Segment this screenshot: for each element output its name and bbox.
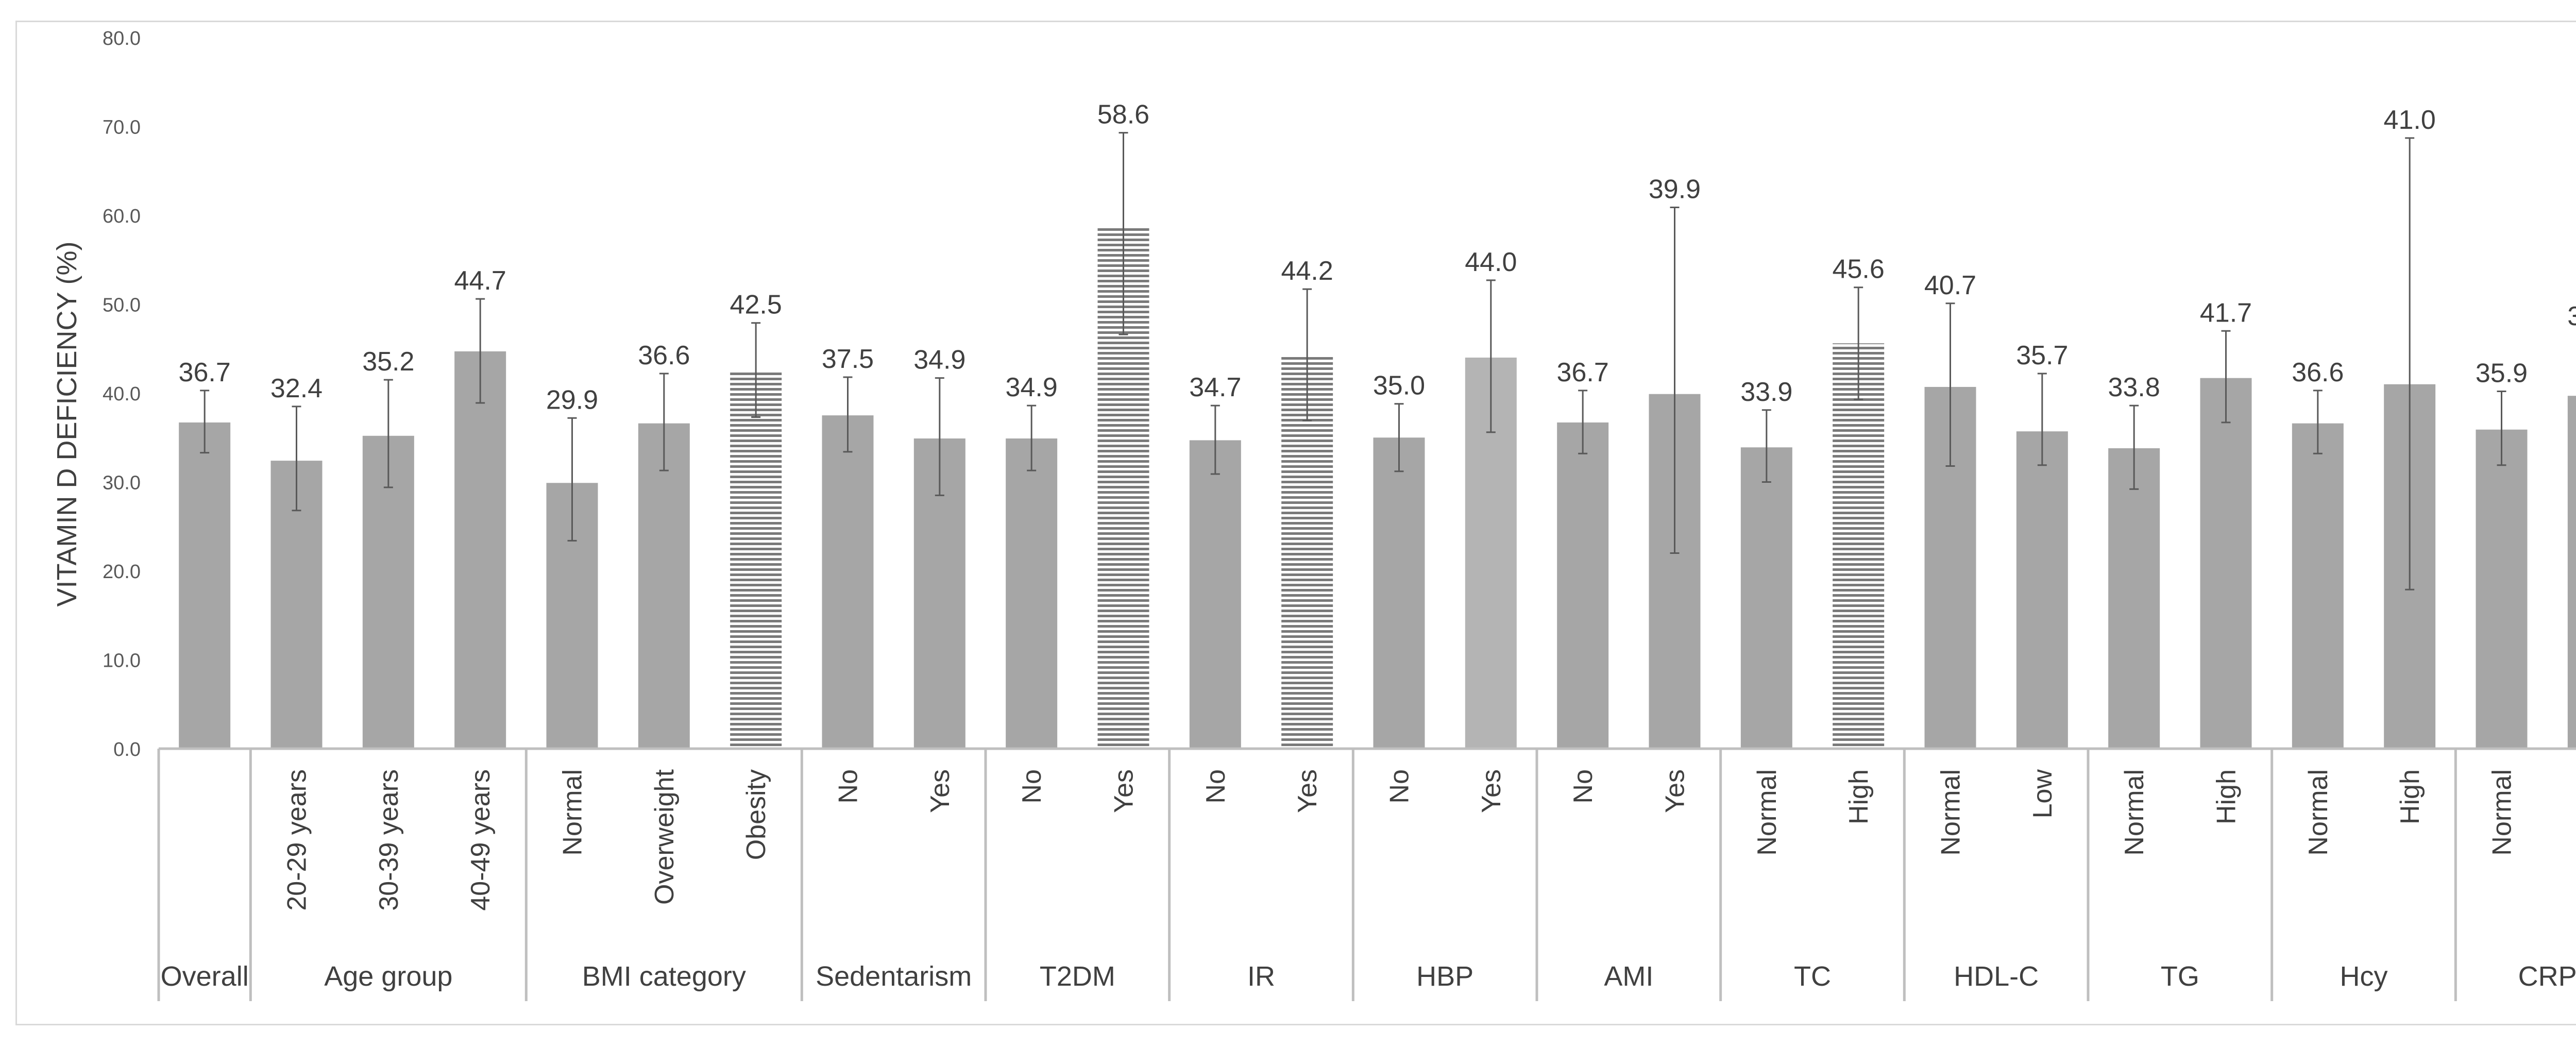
data-label: 36.7 bbox=[179, 358, 231, 387]
data-label: 35.2 bbox=[362, 347, 414, 377]
group-label: BMI category bbox=[582, 961, 746, 992]
x-tick-label: Normal bbox=[1752, 769, 1782, 856]
x-tick-label: Normal bbox=[1936, 769, 1966, 856]
data-label: 39.7 bbox=[2567, 301, 2576, 331]
bar bbox=[822, 415, 874, 749]
y-tick-label: 30.0 bbox=[103, 472, 141, 494]
bar bbox=[638, 423, 690, 749]
x-tick-label: 30-39 years bbox=[374, 769, 404, 911]
data-label: 41.7 bbox=[2200, 298, 2252, 328]
bar bbox=[2567, 396, 2576, 749]
bar bbox=[1833, 343, 1885, 749]
data-label: 34.9 bbox=[913, 345, 965, 375]
y-tick-label: 80.0 bbox=[103, 28, 141, 49]
y-tick-label: 50.0 bbox=[103, 295, 141, 316]
bar bbox=[179, 422, 231, 749]
group-label: TC bbox=[1794, 961, 1831, 992]
bar bbox=[2108, 448, 2160, 749]
bar bbox=[1189, 440, 1241, 749]
x-tick-label: Normal bbox=[2303, 769, 2333, 856]
x-tick-label: 40-49 years bbox=[466, 769, 496, 911]
data-label: 58.6 bbox=[1097, 100, 1149, 130]
x-tick-label: Yes bbox=[1660, 769, 1690, 813]
y-axis: 0.0 10.0 20.0 30.0 40.0 50.0 60.0 70.0 80.0 bbox=[103, 28, 141, 761]
x-axis: Overall 20-29 years 30-39 years 40-49 years… bbox=[157, 747, 2576, 1001]
x-tick-label: No bbox=[1385, 769, 1415, 803]
x-tick-label: No bbox=[834, 769, 863, 803]
data-label: 33.9 bbox=[1740, 377, 1792, 407]
x-tick-label: Yes bbox=[1477, 769, 1506, 813]
x-tick-label: 20-29 years bbox=[282, 769, 312, 911]
bar bbox=[1373, 437, 1425, 749]
y-tick-label: 10.0 bbox=[103, 650, 141, 672]
data-label: 34.7 bbox=[1189, 373, 1241, 402]
y-axis-title: VITAMIN D DEFICIENCY (%) bbox=[52, 241, 82, 606]
data-label: 36.6 bbox=[2292, 358, 2344, 387]
group-label: HDL-C bbox=[1954, 961, 2039, 992]
y-tick-label: 0.0 bbox=[113, 739, 141, 761]
bar bbox=[2016, 431, 2068, 749]
data-label: 45.6 bbox=[1833, 255, 1885, 284]
y-tick-label: 20.0 bbox=[103, 561, 141, 583]
data-label: 35.9 bbox=[2476, 359, 2528, 389]
x-tick-label: Normal bbox=[2487, 769, 2517, 856]
y-tick-label: 70.0 bbox=[103, 117, 141, 139]
bar bbox=[2292, 423, 2344, 749]
data-label: 29.9 bbox=[546, 385, 598, 415]
bars: 36.7 32.4 35.2 44.7 29.9 36.6 42.5 37.5 34.9 34.9… bbox=[179, 100, 2576, 749]
group-label: Sedentarism bbox=[816, 961, 972, 992]
bar bbox=[1006, 438, 1058, 749]
group-label: Overall bbox=[161, 961, 249, 992]
y-tick-label: 40.0 bbox=[103, 383, 141, 405]
bar bbox=[2476, 429, 2528, 749]
x-tick-label: Normal bbox=[2120, 769, 2149, 856]
x-tick-label: High bbox=[2212, 769, 2242, 824]
data-label: 34.9 bbox=[1006, 373, 1058, 402]
group-label: HBP bbox=[1416, 961, 1473, 992]
group-label: T2DM bbox=[1040, 961, 1115, 992]
x-tick-label: High bbox=[2395, 769, 2425, 824]
data-label: 35.0 bbox=[1373, 371, 1425, 401]
group-label: Age group bbox=[324, 961, 452, 992]
data-label: 35.7 bbox=[2016, 341, 2068, 370]
x-tick-label: Normal bbox=[558, 769, 588, 856]
bar bbox=[730, 370, 782, 749]
data-label: 44.0 bbox=[1465, 247, 1517, 277]
data-label: 40.7 bbox=[1924, 271, 1976, 300]
group-label: Hcy bbox=[2340, 961, 2388, 992]
chart-frame: 0.0 10.0 20.0 30.0 40.0 50.0 60.0 70.0 80.0 36.7… bbox=[15, 21, 2576, 1025]
bar bbox=[1557, 422, 1609, 749]
data-label: 39.9 bbox=[1649, 174, 1701, 204]
data-label: 36.6 bbox=[638, 341, 690, 370]
x-tick-label: Low bbox=[2028, 769, 2058, 819]
x-tick-label: High bbox=[1844, 769, 1874, 824]
data-label: 32.4 bbox=[270, 374, 323, 403]
x-tick-label: Overweight bbox=[650, 769, 680, 905]
bar bbox=[454, 351, 506, 749]
data-label: 33.8 bbox=[2108, 373, 2160, 402]
bar bbox=[1740, 447, 1792, 749]
data-label: 36.7 bbox=[1557, 358, 1609, 387]
data-label: 44.7 bbox=[454, 266, 506, 296]
x-tick-label: No bbox=[1017, 769, 1047, 803]
data-label: 44.2 bbox=[1281, 256, 1333, 286]
group-label: IR bbox=[1247, 961, 1275, 992]
x-tick-label: No bbox=[1201, 769, 1231, 803]
x-tick-label: No bbox=[1568, 769, 1598, 803]
bar-chart: 0.0 10.0 20.0 30.0 40.0 50.0 60.0 70.0 80.0 36.7… bbox=[52, 28, 2576, 1001]
bar bbox=[2200, 378, 2252, 749]
y-tick-label: 60.0 bbox=[103, 206, 141, 227]
x-tick-label: Yes bbox=[1109, 769, 1139, 813]
data-label: 37.5 bbox=[822, 344, 874, 374]
group-label: AMI bbox=[1604, 961, 1653, 992]
group-label: CRP bbox=[2518, 961, 2576, 992]
x-tick-label: Obesity bbox=[741, 769, 771, 860]
data-label: 42.5 bbox=[730, 290, 782, 320]
group-label: TG bbox=[2161, 961, 2199, 992]
x-tick-label: Yes bbox=[925, 769, 955, 813]
x-tick-label: Yes bbox=[1293, 769, 1323, 813]
data-label: 41.0 bbox=[2384, 105, 2436, 135]
